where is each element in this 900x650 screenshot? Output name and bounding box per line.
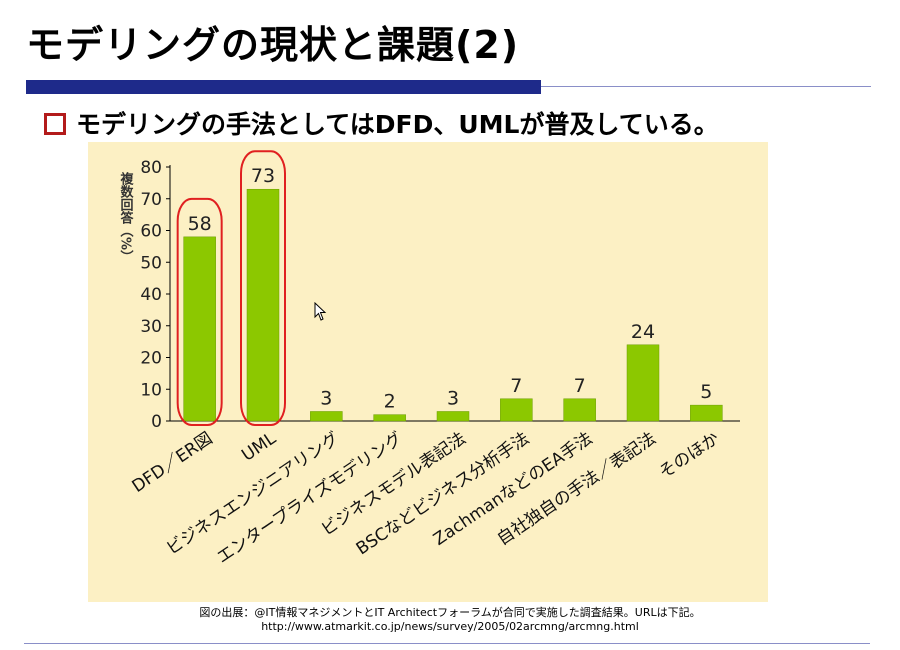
bar: [690, 404, 723, 422]
bullet-point: モデリングの手法としてはDFD、UMLが普及している。: [44, 105, 719, 141]
bar-value-label: 5: [700, 381, 712, 403]
y-tick-label: 20: [140, 349, 162, 369]
footer-rule: [24, 643, 870, 644]
title-underline-rule: [541, 86, 871, 87]
bar: [500, 398, 533, 422]
bar-value-label: 7: [574, 375, 586, 397]
highlight-oval: [176, 197, 223, 426]
source-url[interactable]: http://www.atmarkit.co.jp/news/survey/20…: [261, 620, 639, 633]
x-category-label: UML: [238, 428, 280, 465]
x-category-label: そのほか: [656, 429, 724, 484]
source-caption: 図の出展：@IT情報マネジメントとIT Architectフォーラムが合同で実施…: [199, 606, 701, 619]
bar-value-label: 73: [251, 165, 275, 187]
bar: [373, 414, 406, 422]
y-tick-label: 40: [140, 285, 162, 305]
y-tick-label: 80: [140, 158, 162, 178]
bar: [436, 411, 470, 422]
bar-value-label: 2: [384, 391, 396, 413]
y-tick-label: 60: [140, 222, 162, 242]
square-bullet-icon: [44, 113, 66, 135]
bullet-text: モデリングの手法としてはDFD、UMLが普及している。: [76, 110, 719, 139]
y-axis-title: 複数回答（%）: [118, 171, 135, 263]
y-tick-label: 50: [140, 253, 162, 273]
slide-title: モデリングの現状と課題(2): [26, 23, 520, 67]
bar: [626, 344, 660, 422]
bar-value-label: 24: [631, 321, 655, 343]
bar-value-label: 3: [320, 387, 332, 409]
bar: [310, 411, 343, 422]
bar-value-label: 58: [188, 213, 212, 235]
y-tick-label: 0: [151, 412, 162, 432]
title-underline-bar: [26, 80, 541, 94]
bar: [246, 188, 280, 422]
highlight-oval: [240, 150, 286, 426]
bar: [563, 398, 596, 422]
bar-value-label: 3: [447, 387, 459, 409]
mouse-cursor-icon: [314, 302, 327, 321]
y-tick-label: 10: [140, 380, 162, 400]
bar-value-label: 7: [510, 375, 522, 397]
y-tick-label: 30: [140, 317, 162, 337]
x-category-label: DFD／ER図: [129, 429, 217, 497]
bar: [183, 236, 216, 422]
y-tick-label: 70: [140, 190, 162, 210]
